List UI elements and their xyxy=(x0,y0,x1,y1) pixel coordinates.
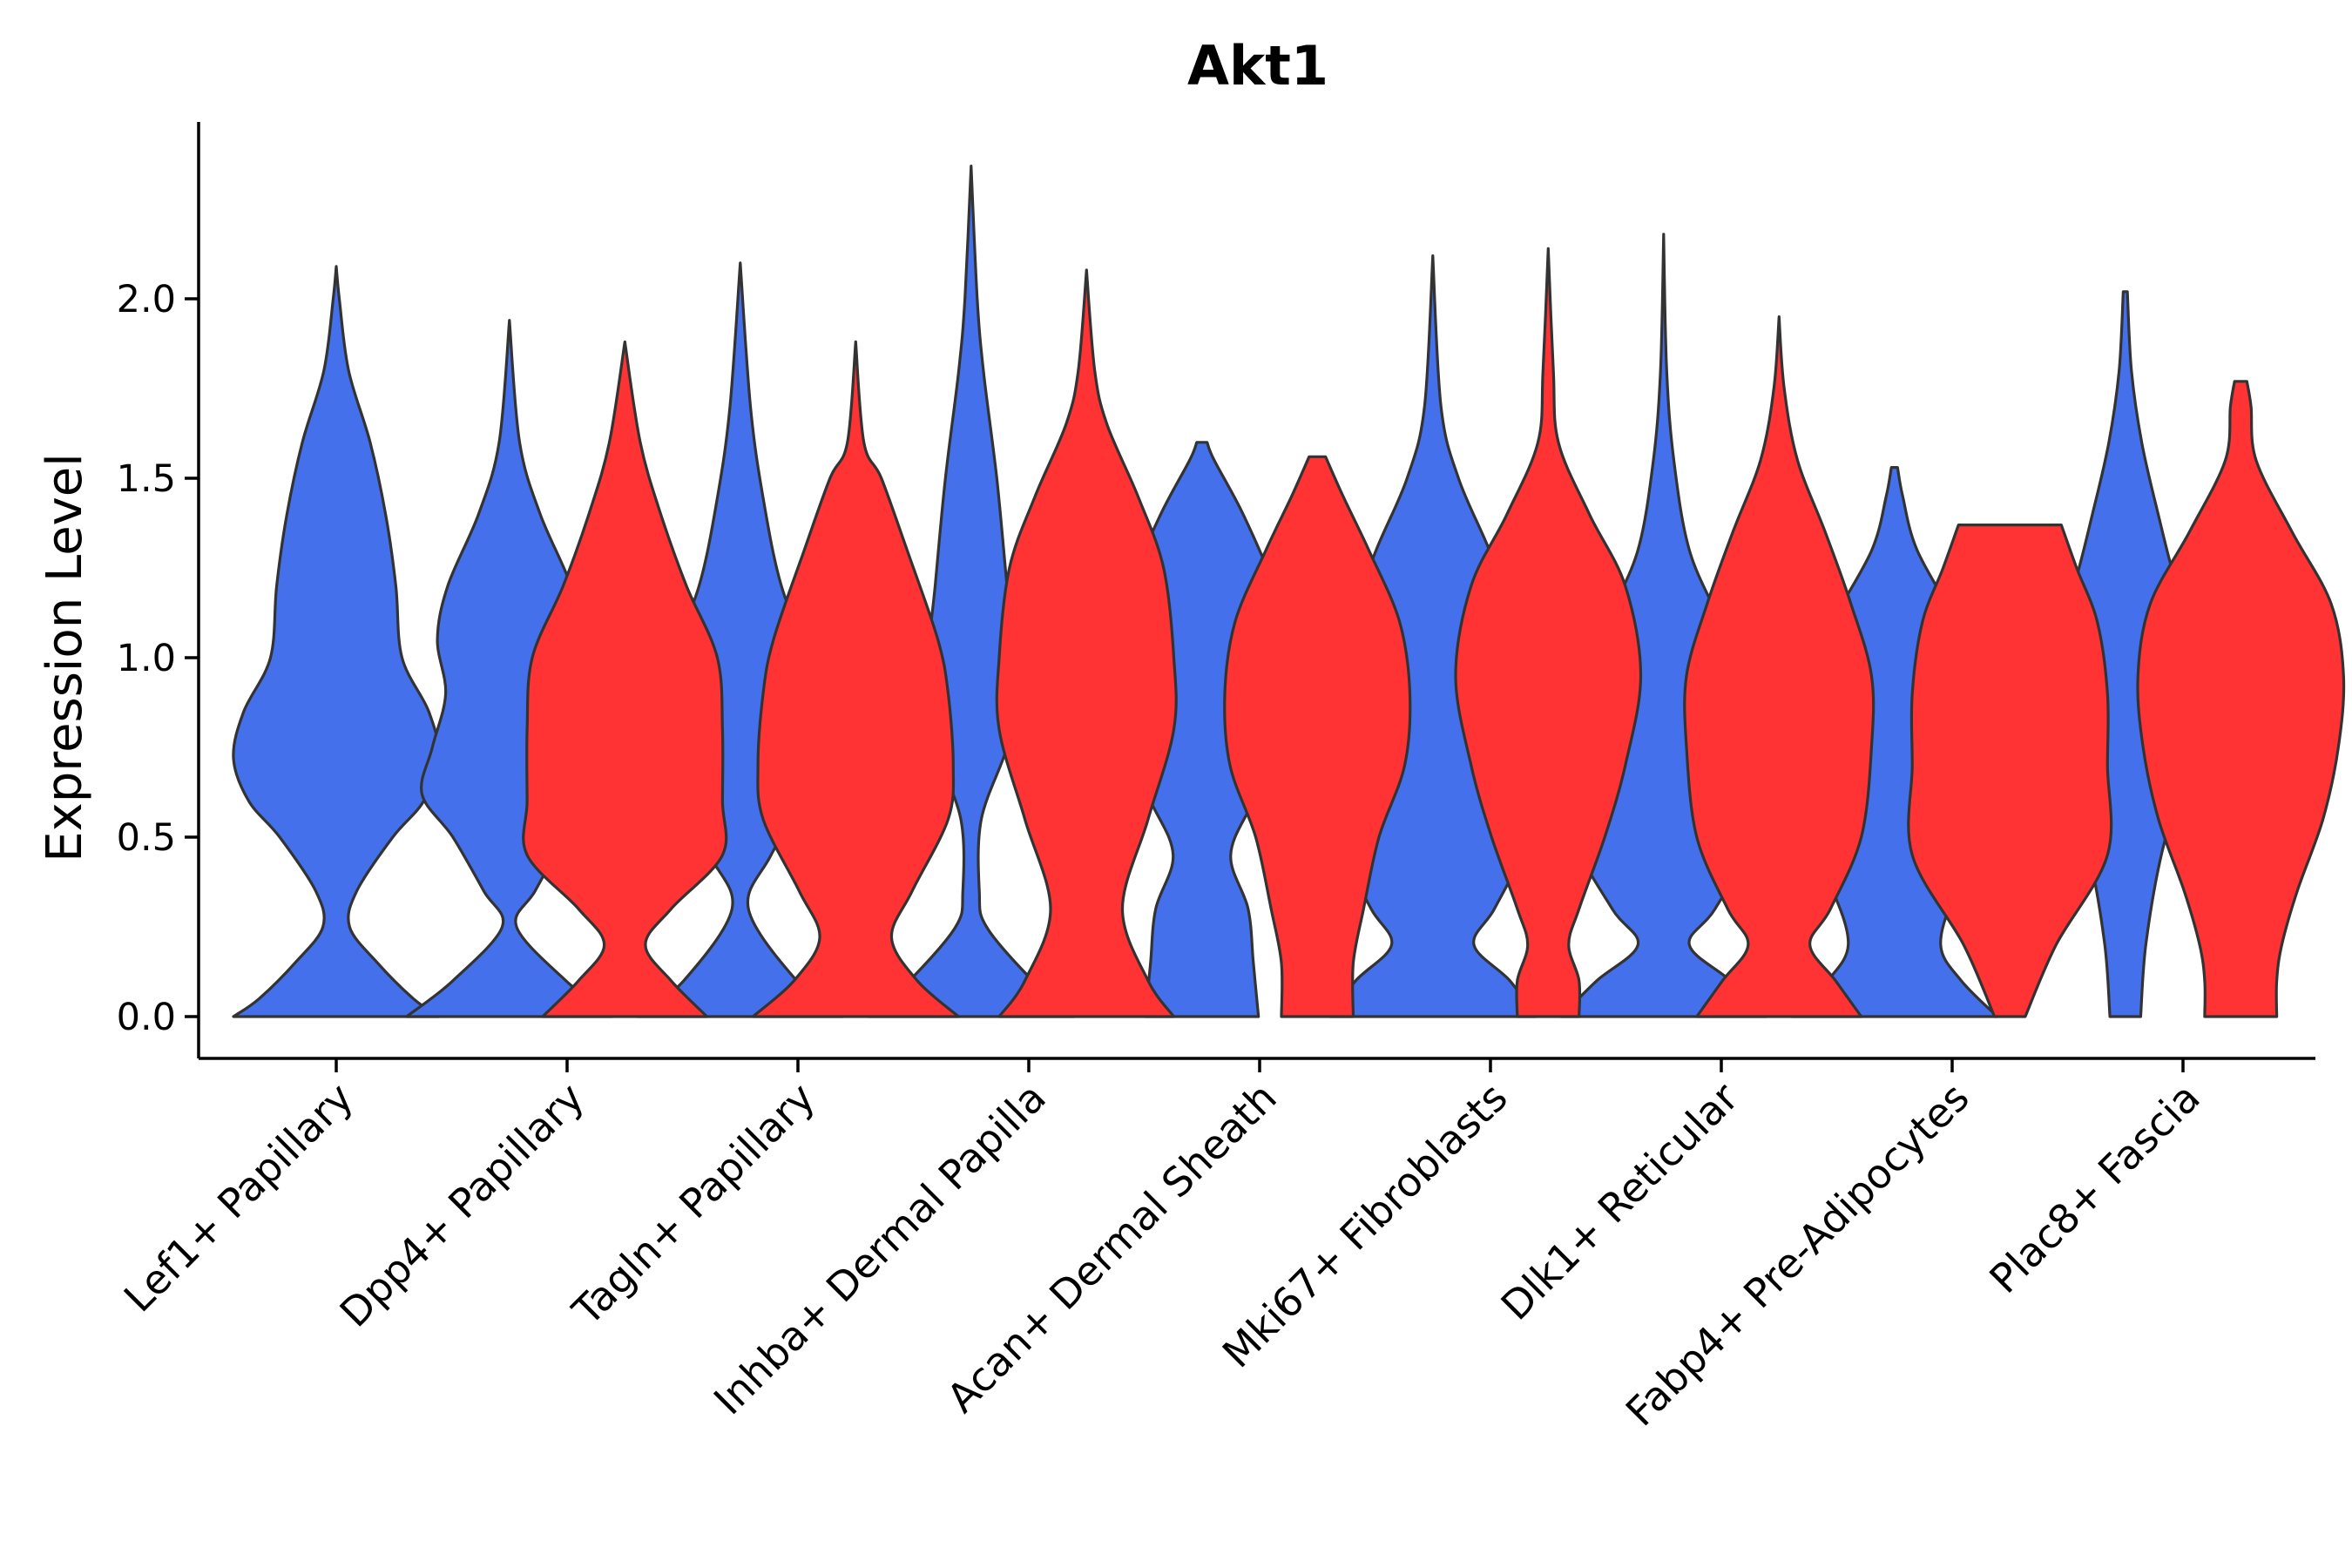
violin-red-5 xyxy=(1683,315,1876,1018)
chart-title: Akt1 xyxy=(1187,34,1328,98)
y-tick-label-1: 0.5 xyxy=(117,816,176,860)
y-tick-label-2: 1.0 xyxy=(117,637,176,680)
y-tick-label-0: 0.0 xyxy=(117,996,176,1039)
axes-layer xyxy=(197,122,2315,1060)
violins-layer xyxy=(232,165,2346,1018)
y-ticks-layer: 0.0 0.5 1.0 1.5 2.0 xyxy=(117,278,199,1039)
y-tick-label-4: 2.0 xyxy=(117,278,176,321)
violin-red-6 xyxy=(1907,524,2113,1018)
y-axis-title: Expression Level xyxy=(37,453,93,862)
violin-red-1 xyxy=(751,340,960,1018)
violin-red-2 xyxy=(995,268,1178,1018)
violin-red-3 xyxy=(1223,455,1412,1018)
y-tick-label-3: 1.5 xyxy=(117,457,176,501)
violin-blue-0 xyxy=(232,265,441,1018)
violin-blue-3 xyxy=(867,165,1076,1018)
violin-red-7 xyxy=(2136,380,2346,1018)
violin-red-0 xyxy=(522,340,728,1018)
violin-red-4 xyxy=(1454,247,1643,1018)
